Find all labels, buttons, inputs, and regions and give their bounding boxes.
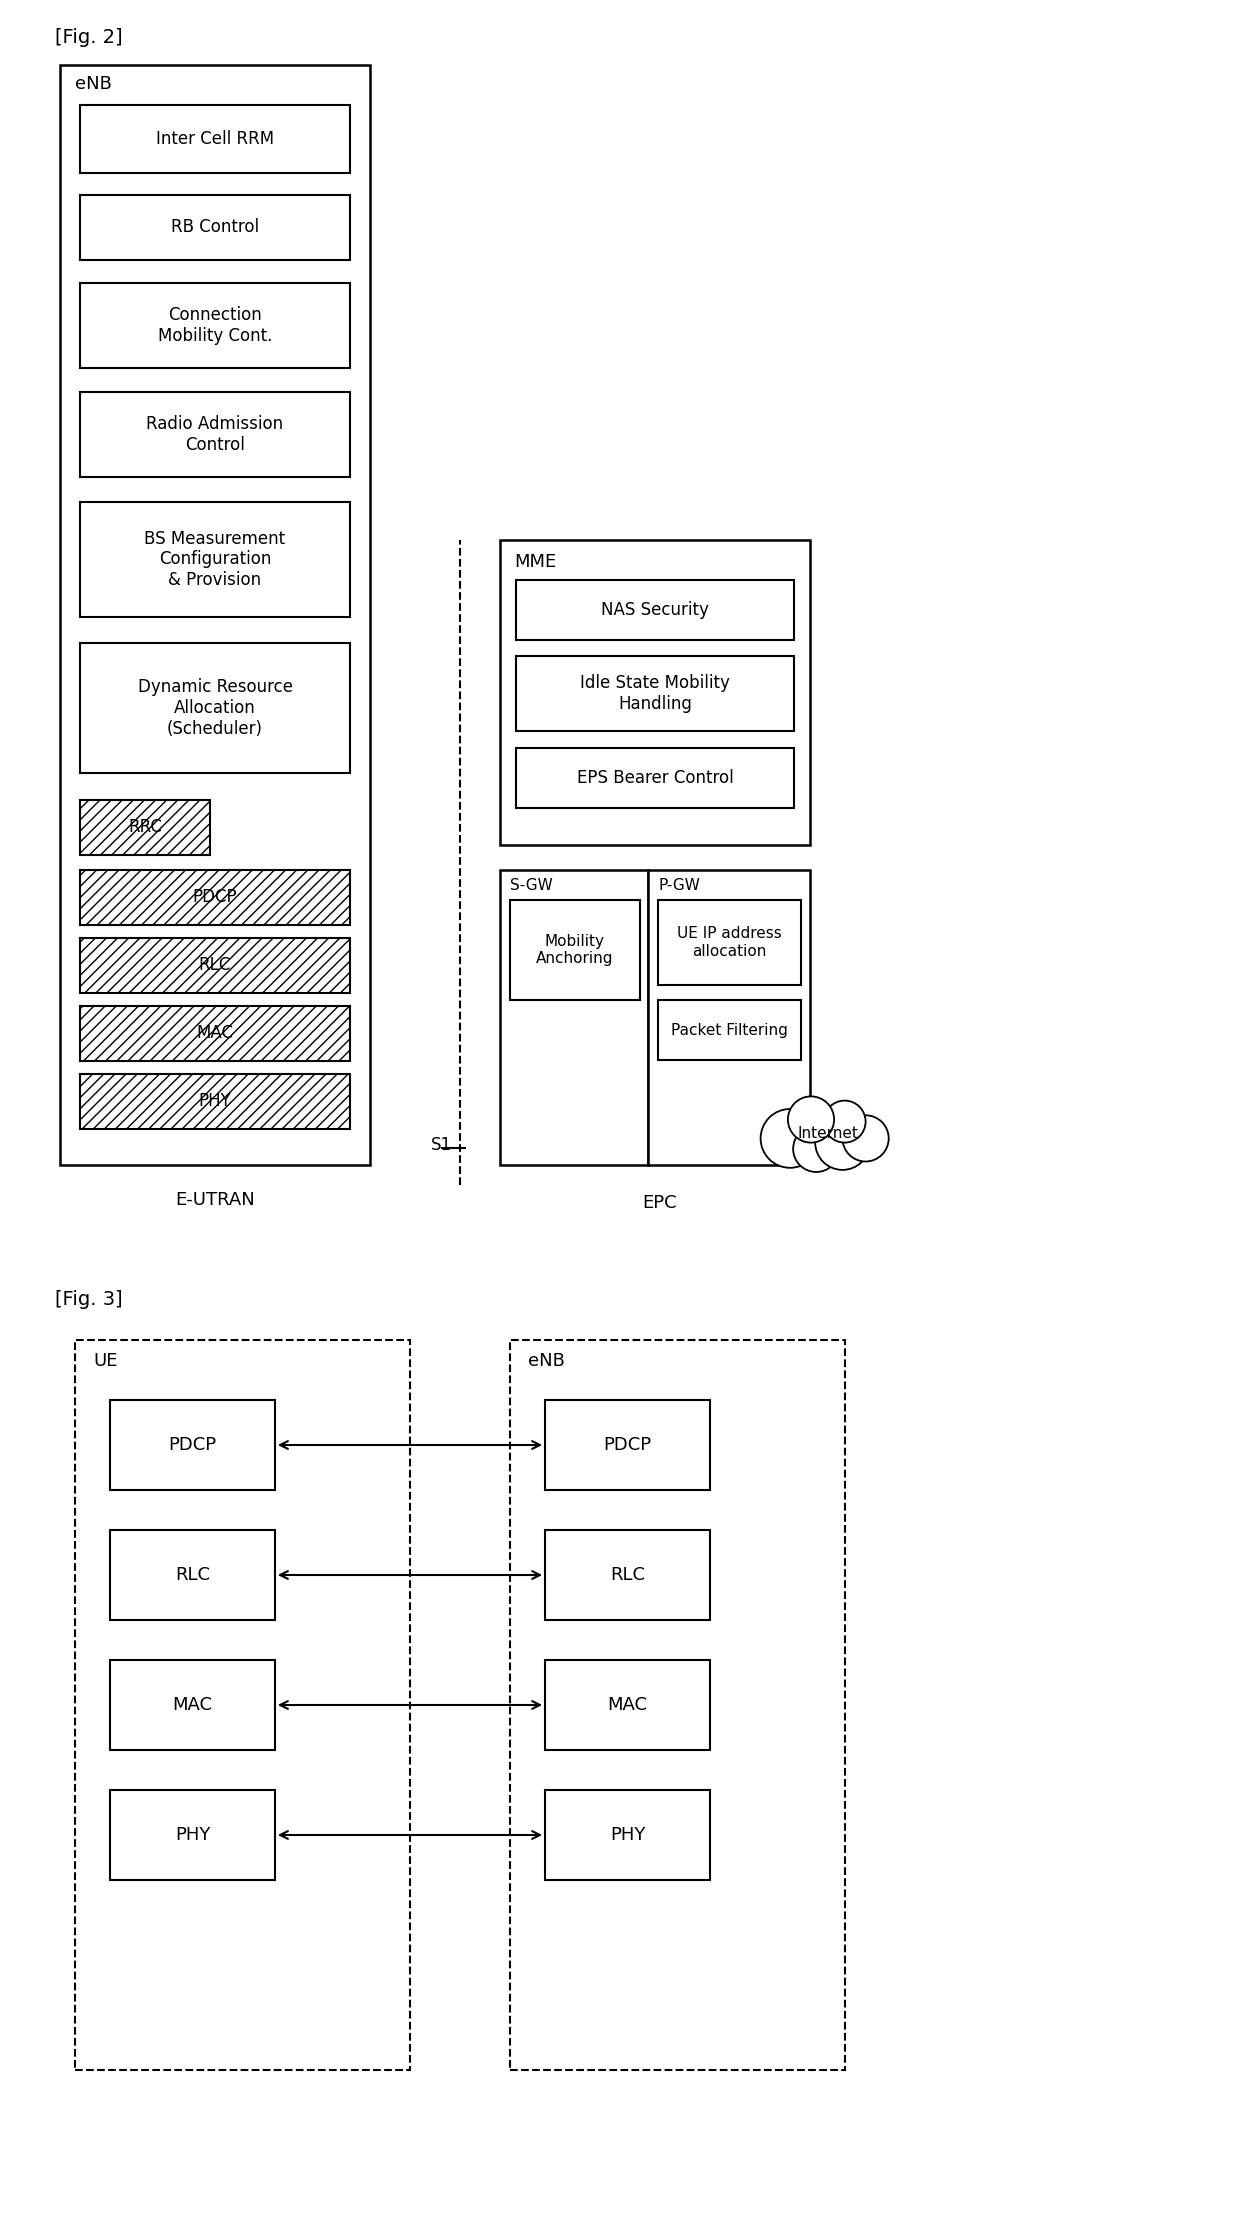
Text: MME: MME — [515, 553, 557, 570]
Text: Radio Admission
Control: Radio Admission Control — [146, 416, 284, 454]
Text: UE IP address
allocation: UE IP address allocation — [677, 926, 782, 960]
Text: Packet Filtering: Packet Filtering — [671, 1022, 787, 1038]
Bar — [546, 1530, 711, 1620]
Bar — [658, 1000, 801, 1060]
Bar — [81, 284, 350, 369]
Text: RB Control: RB Control — [171, 219, 259, 237]
Circle shape — [815, 1116, 869, 1170]
Text: PHY: PHY — [175, 1825, 211, 1843]
Text: EPC: EPC — [642, 1195, 677, 1212]
Bar — [500, 539, 810, 846]
Circle shape — [787, 1096, 835, 1143]
Text: BS Measurement
Configuration
& Provision: BS Measurement Configuration & Provision — [144, 530, 285, 588]
Text: UE: UE — [93, 1351, 118, 1369]
Text: Mobility
Anchoring: Mobility Anchoring — [536, 933, 614, 966]
Bar — [81, 870, 350, 926]
Text: Inter Cell RRM: Inter Cell RRM — [156, 130, 274, 148]
Circle shape — [842, 1116, 889, 1161]
Bar — [546, 1400, 711, 1490]
Text: eNB: eNB — [74, 76, 112, 94]
Bar — [110, 1660, 275, 1749]
Bar — [658, 899, 801, 984]
Text: RLC: RLC — [175, 1566, 210, 1584]
Text: PHY: PHY — [610, 1825, 645, 1843]
Text: [Fig. 3]: [Fig. 3] — [55, 1291, 123, 1309]
Text: EPS Bearer Control: EPS Bearer Control — [577, 770, 733, 787]
Circle shape — [760, 1110, 820, 1168]
Bar — [516, 747, 794, 808]
Bar — [510, 899, 640, 1000]
Text: S1: S1 — [430, 1136, 453, 1154]
Text: E-UTRAN: E-UTRAN — [175, 1190, 255, 1208]
Text: PDCP: PDCP — [192, 888, 237, 906]
Bar — [500, 870, 649, 1165]
Text: RLC: RLC — [198, 957, 231, 975]
Text: MAC: MAC — [172, 1696, 212, 1714]
Bar — [81, 391, 350, 476]
Bar — [81, 937, 350, 993]
Bar — [81, 195, 350, 259]
Text: MAC: MAC — [196, 1025, 233, 1042]
Text: [Fig. 2]: [Fig. 2] — [55, 29, 123, 47]
Bar — [81, 642, 350, 774]
Text: PHY: PHY — [198, 1092, 232, 1110]
Text: Internet: Internet — [797, 1125, 858, 1141]
Bar — [546, 1790, 711, 1879]
Text: P-GW: P-GW — [658, 877, 699, 893]
Circle shape — [794, 1125, 839, 1172]
Text: eNB: eNB — [528, 1351, 565, 1369]
Bar — [110, 1400, 275, 1490]
Bar — [81, 1074, 350, 1130]
Bar — [81, 801, 210, 855]
Bar — [60, 65, 370, 1165]
Bar — [546, 1660, 711, 1749]
Bar — [74, 1340, 410, 2069]
Text: NAS Security: NAS Security — [601, 602, 709, 620]
Text: PDCP: PDCP — [604, 1436, 651, 1454]
Bar — [81, 1007, 350, 1060]
Bar — [81, 105, 350, 172]
Text: PDCP: PDCP — [169, 1436, 217, 1454]
Text: S-GW: S-GW — [510, 877, 553, 893]
Bar — [510, 1340, 844, 2069]
Bar — [110, 1790, 275, 1879]
Text: MAC: MAC — [608, 1696, 647, 1714]
Text: RLC: RLC — [610, 1566, 645, 1584]
Bar — [110, 1530, 275, 1620]
Text: Dynamic Resource
Allocation
(Scheduler): Dynamic Resource Allocation (Scheduler) — [138, 678, 293, 738]
Bar — [81, 501, 350, 617]
Text: RRC: RRC — [128, 819, 162, 837]
Circle shape — [823, 1101, 866, 1143]
Bar — [516, 579, 794, 640]
Bar — [516, 655, 794, 731]
Text: Idle State Mobility
Handling: Idle State Mobility Handling — [580, 673, 730, 714]
Text: Connection
Mobility Cont.: Connection Mobility Cont. — [157, 306, 273, 344]
Bar — [649, 870, 810, 1165]
